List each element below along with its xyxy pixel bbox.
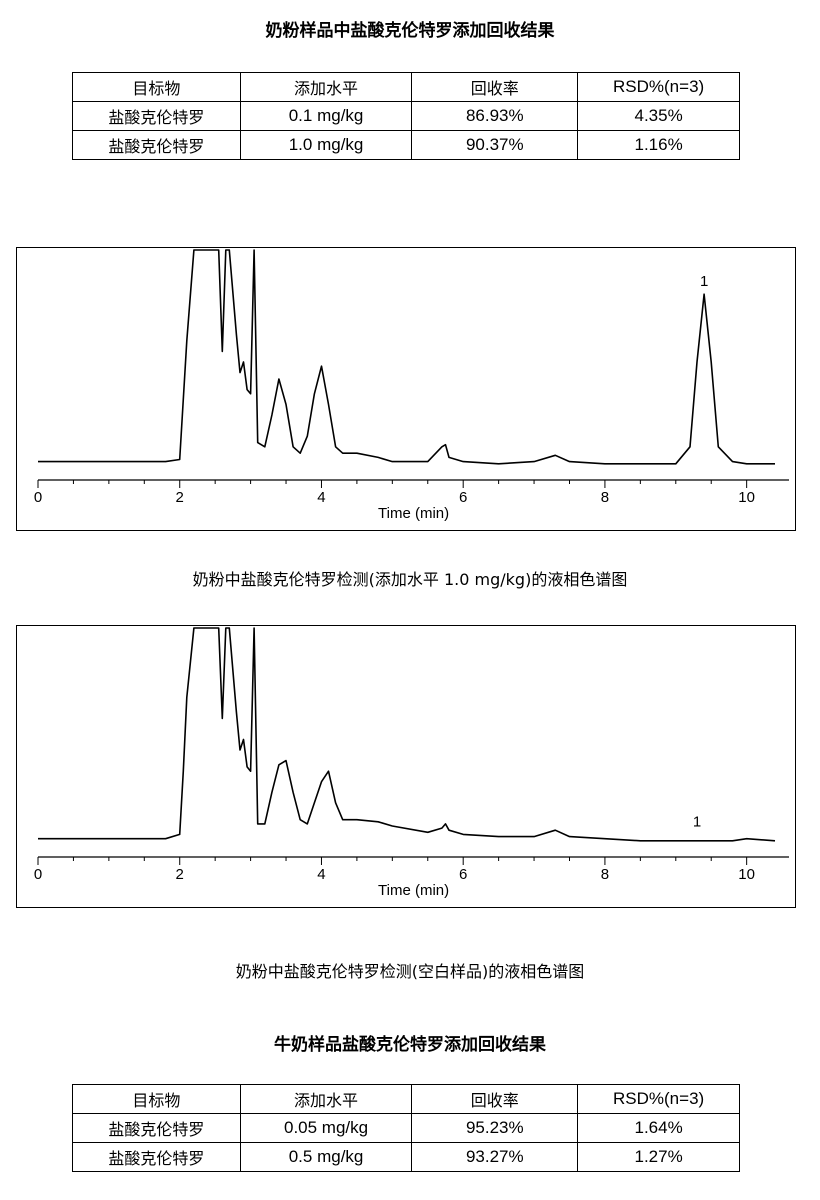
x-tick-label: 2 [176,489,184,506]
cell-rsd: 1.64% [577,1113,740,1143]
chromatogram-spiked-svg: 0 2 4 6 8 10 Time (min) 1 [34,249,789,522]
x-tick-label: 6 [459,866,467,883]
cell-recovery: 95.23% [411,1113,579,1143]
chromatogram-trace [38,249,775,465]
recovery-table-milk: 目标物 添加水平 回收率 RSD%(n=3) 盐酸克伦特罗 0.05 mg/kg… [72,1084,740,1172]
x-tick-label: 4 [317,489,325,506]
chromatogram-trace [38,627,776,842]
cell-rsd: 1.16% [577,130,740,160]
table-title-milk-powder: 奶粉样品中盐酸克伦特罗添加回收结果 [265,21,555,41]
header-rsd: RSD%(n=3) [577,72,740,102]
x-tick-label: 0 [34,489,42,506]
table-row: 盐酸克伦特罗 0.5 mg/kg 93.27% 1.27% [72,1142,740,1172]
chromatogram-blank-svg: 0 2 4 6 8 10 Time (min) 1 [34,627,789,899]
x-tick-label: 8 [601,866,609,883]
chart-caption-blank: 奶粉中盐酸克伦特罗检测(空白样品)的液相色谱图 [235,962,585,981]
header-target: 目标物 [72,72,241,102]
cell-target: 盐酸克伦特罗 [72,1142,241,1172]
table-row: 盐酸克伦特罗 1.0 mg/kg 90.37% 1.16% [72,130,740,160]
cell-recovery: 93.27% [411,1142,579,1172]
header-target: 目标物 [72,1084,241,1114]
x-axis-label: Time (min) [378,505,449,522]
table-header-row: 目标物 添加水平 回收率 RSD%(n=3) [72,1084,740,1114]
recovery-table-milk-powder: 目标物 添加水平 回收率 RSD%(n=3) 盐酸克伦特罗 0.1 mg/kg … [72,72,740,160]
table-title-milk: 牛奶样品盐酸克伦特罗添加回收结果 [274,1035,546,1055]
peak-label: 1 [700,273,708,290]
cell-target: 盐酸克伦特罗 [72,101,241,131]
header-spike-level: 添加水平 [239,72,413,102]
cell-recovery: 86.93% [411,101,579,131]
cell-rsd: 1.27% [577,1142,740,1172]
table-row: 盐酸克伦特罗 0.1 mg/kg 86.93% 4.35% [72,101,740,131]
header-recovery: 回收率 [411,72,579,102]
x-tick-label: 10 [738,866,755,883]
x-tick-label: 10 [738,489,755,506]
cell-spike-level: 0.05 mg/kg [239,1113,413,1143]
peak-label: 1 [693,813,701,830]
cell-spike-level: 0.5 mg/kg [239,1142,413,1172]
cell-spike-level: 1.0 mg/kg [239,130,413,160]
x-tick-label: 2 [176,866,184,883]
x-tick-label: 6 [459,489,467,506]
header-spike-level: 添加水平 [239,1084,413,1114]
cell-recovery: 90.37% [411,130,579,160]
cell-target: 盐酸克伦特罗 [72,1113,241,1143]
cell-target: 盐酸克伦特罗 [72,130,241,160]
x-tick-label: 4 [317,866,325,883]
cell-spike-level: 0.1 mg/kg [239,101,413,131]
header-recovery: 回收率 [411,1084,579,1114]
header-rsd: RSD%(n=3) [577,1084,740,1114]
x-tick-label: 0 [34,866,42,883]
x-tick-label: 8 [601,489,609,506]
cell-rsd: 4.35% [577,101,740,131]
chromatogram-blank: 0 2 4 6 8 10 Time (min) 1 [16,625,796,908]
chromatogram-spiked: 0 2 4 6 8 10 Time (min) 1 [16,247,796,531]
x-axis-label: Time (min) [378,882,449,899]
chart-caption-spiked: 奶粉中盐酸克伦特罗检测(添加水平 1.0 mg/kg)的液相色谱图 [192,570,628,589]
table-row: 盐酸克伦特罗 0.05 mg/kg 95.23% 1.64% [72,1113,740,1143]
table-header-row: 目标物 添加水平 回收率 RSD%(n=3) [72,72,740,102]
